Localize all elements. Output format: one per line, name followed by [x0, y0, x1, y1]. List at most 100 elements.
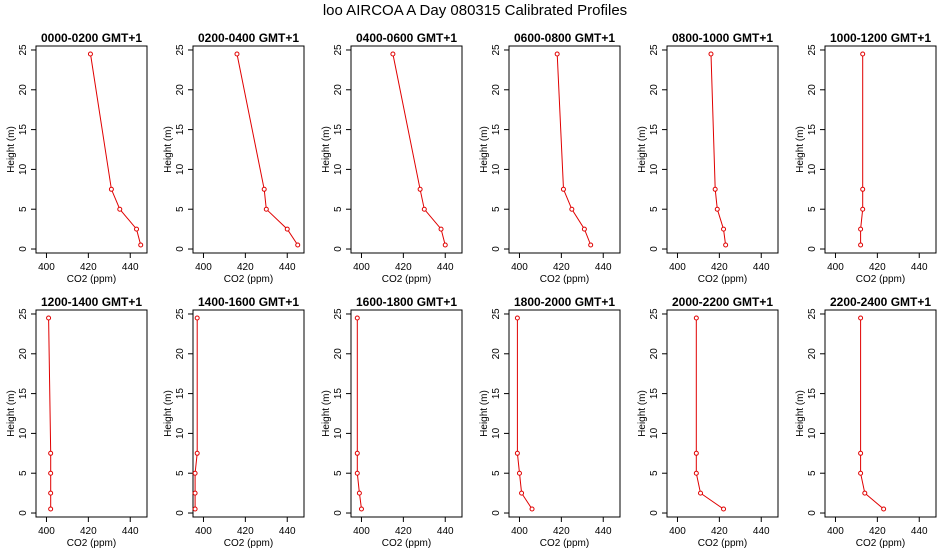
panel-6-x-axis-label: CO2 (ppm): [856, 274, 905, 285]
panel-10-data-point: [516, 470, 522, 476]
panel-3-y-tick-label: 20: [333, 84, 344, 96]
panel-4-data-point: [569, 206, 575, 212]
panel-12-data-point: [858, 450, 864, 456]
panel-7-x-tick-label: 400: [38, 526, 55, 537]
panel-10-y-tick-label: 0: [491, 510, 502, 516]
panel-12-y-tick-label: 25: [807, 308, 818, 320]
panel-4-x-axis-label: CO2 (ppm): [540, 274, 589, 285]
panel-6-data-point: [858, 226, 864, 232]
panel-5-x-tick-label: 440: [753, 262, 770, 273]
panel-8-profile-line: [194, 318, 198, 509]
panel-7-data-point: [48, 490, 54, 496]
panel-1-frame: [35, 45, 148, 254]
panel-4-y-tick-label: 5: [491, 206, 502, 212]
panel-6-frame: [824, 45, 937, 254]
panel-10-data-point: [529, 506, 535, 512]
panel-4-y-tick-label: 25: [491, 44, 502, 56]
panel-3-y-tick-label: 0: [333, 246, 344, 252]
panel-3-y-tick-label: 5: [333, 206, 344, 212]
panel-5-data-point: [708, 51, 714, 57]
panel-4-profile-line: [556, 53, 592, 246]
panel-12-y-axis-label: Height (m): [795, 390, 806, 437]
panel-7-y-tick-label: 10: [18, 427, 29, 439]
panel-3-x-axis-label: CO2 (ppm): [382, 274, 431, 285]
panel-1-x-tick-label: 400: [38, 262, 55, 273]
panel-1-y-tick-label: 20: [18, 84, 29, 96]
panel-12-y-tick-label: 10: [807, 427, 818, 439]
panel-2-title: 0200-0400 GMT+1: [198, 31, 299, 45]
panel-9-data-point: [354, 470, 360, 476]
panel-6-data-point: [858, 242, 864, 248]
panel-9-data-point: [358, 506, 364, 512]
panel-10-y-axis-label: Height (m): [479, 390, 490, 437]
panel-7-x-tick-label: 440: [122, 526, 139, 537]
panel-2-profile-line: [236, 53, 299, 246]
panel-8-title: 1400-1600 GMT+1: [198, 295, 299, 309]
panel-9-data-point: [356, 490, 362, 496]
panel-7-title: 1200-1400 GMT+1: [41, 295, 142, 309]
panel-10-data-point: [519, 490, 525, 496]
panel-5-y-tick-label: 25: [649, 44, 660, 56]
panel-1-profile-line: [90, 53, 142, 246]
panel-1-data-point: [134, 226, 140, 232]
panel-11-data-point: [721, 506, 727, 512]
panel-12-data-point: [858, 315, 864, 321]
panel-9-x-tick-label: 440: [437, 526, 454, 537]
panel-8-x-tick-label: 420: [237, 526, 254, 537]
panel-5-y-axis-label: Height (m): [637, 126, 648, 173]
panel-8-y-axis-label: Height (m): [163, 390, 174, 437]
panel-12-x-tick-label: 440: [911, 526, 928, 537]
panel-12-y-tick-label: 0: [807, 510, 818, 516]
panel-8-data-point: [194, 450, 200, 456]
panel-11-data-point: [693, 470, 699, 476]
panel-11-y-tick-label: 15: [649, 388, 660, 400]
panel-6-data-point: [860, 206, 866, 212]
panel-1-y-tick-label: 15: [18, 124, 29, 136]
panel-6-y-tick-label: 20: [807, 84, 818, 96]
panel-2-x-tick-label: 400: [195, 262, 212, 273]
panel-4-data-point: [588, 242, 594, 248]
panel-7-frame: [35, 309, 148, 518]
panel-6-y-tick-label: 10: [807, 163, 818, 175]
panel-5-y-tick-label: 20: [649, 84, 660, 96]
panel-6-profile-line: [860, 54, 864, 245]
panel-10-y-tick-label: 25: [491, 308, 502, 320]
panel-8-data-point: [192, 490, 198, 496]
panel-10-title: 1800-2000 GMT+1: [514, 295, 615, 309]
panel-11-y-tick-label: 10: [649, 427, 660, 439]
panel-7-data-point: [46, 315, 52, 321]
panel-6-x-tick-label: 440: [911, 262, 928, 273]
panel-5-y-tick-label: 5: [649, 206, 660, 212]
panel-6-y-tick-label: 0: [807, 246, 818, 252]
panel-5-y-tick-label: 10: [649, 163, 660, 175]
panel-5-y-tick-label: 15: [649, 124, 660, 136]
panel-10-y-tick-label: 20: [491, 348, 502, 360]
panel-7-profile-line: [48, 317, 52, 509]
panel-5-x-tick-label: 420: [711, 262, 728, 273]
panel-11-frame: [666, 309, 779, 518]
panel-11-y-tick-label: 5: [649, 470, 660, 476]
panel-2-data-point: [295, 242, 301, 248]
panel-1-title: 0000-0200 GMT+1: [41, 31, 142, 45]
panel-9-y-tick-label: 0: [333, 510, 344, 516]
panel-3-y-tick-label: 10: [333, 163, 344, 175]
panel-2-y-tick-label: 5: [175, 206, 186, 212]
panel-5-data-point: [712, 186, 718, 192]
panel-11-x-tick-label: 420: [711, 526, 728, 537]
panel-1-y-axis-label: Height (m): [6, 126, 17, 173]
panel-7-data-point: [48, 450, 54, 456]
panel-10-x-tick-label: 440: [595, 526, 612, 537]
panel-11-x-tick-label: 400: [669, 526, 686, 537]
panel-12-profile-line: [860, 318, 884, 510]
panel-5-x-axis-label: CO2 (ppm): [698, 274, 747, 285]
panel-4-y-tick-label: 20: [491, 84, 502, 96]
panel-1-y-tick-label: 5: [18, 206, 29, 212]
panel-5-frame: [666, 45, 779, 254]
panel-12-x-tick-label: 400: [827, 526, 844, 537]
panel-10-x-axis-label: CO2 (ppm): [540, 538, 589, 549]
panel-7-x-axis-label: CO2 (ppm): [67, 538, 116, 549]
panel-7-y-tick-label: 0: [18, 510, 29, 516]
panel-4-x-tick-label: 420: [553, 262, 570, 273]
panel-4-x-tick-label: 400: [511, 262, 528, 273]
